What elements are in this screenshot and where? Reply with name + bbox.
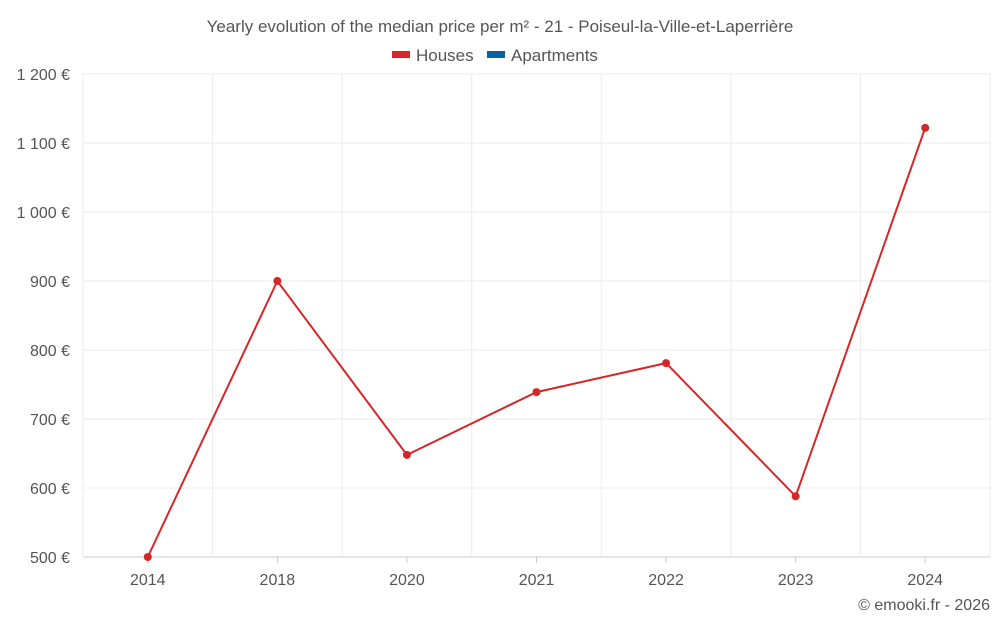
data-point [662, 359, 671, 368]
grid [82, 73, 991, 558]
legend: Houses Apartments [392, 46, 598, 65]
y-tick-label: 1 000 € [17, 205, 70, 222]
legend-swatch-apartments [487, 51, 505, 58]
legend-swatch-houses [392, 51, 410, 58]
x-tick-label: 2014 [130, 572, 166, 589]
y-tick-label: 800 € [30, 343, 70, 360]
data-point [791, 492, 800, 501]
y-tick-label: 500 € [30, 550, 70, 567]
x-tick-label: 2021 [519, 572, 555, 589]
y-tick-label: 1 200 € [17, 67, 70, 84]
data-point [143, 553, 152, 561]
credit-text: © emooki.fr - 2026 [858, 597, 990, 614]
x-tick-label: 2018 [260, 572, 296, 589]
x-tick-label: 2024 [907, 572, 943, 589]
x-tick-label: 2022 [648, 572, 684, 589]
data-point [402, 450, 411, 459]
legend-label-apartments: Apartments [511, 46, 598, 65]
x-tick-label: 2020 [389, 572, 425, 589]
legend-label-houses: Houses [416, 46, 474, 65]
y-tick-label: 700 € [30, 412, 70, 429]
series-layer [143, 123, 930, 561]
data-point [921, 123, 930, 132]
y-axis: 500 € 600 € 700 € 800 € 900 € 1 000 € 1 100 € 1… [17, 67, 70, 567]
y-tick-label: 1 100 € [17, 136, 70, 153]
x-axis: 2014 2018 2020 2021 2022 2023 2024 [130, 557, 943, 589]
chart-title: Yearly evolution of the median price per… [207, 17, 794, 36]
data-point [273, 277, 282, 285]
data-point [532, 388, 541, 397]
y-tick-label: 600 € [30, 481, 70, 498]
series-line-houses [146, 127, 927, 558]
x-tick-label: 2023 [778, 572, 814, 589]
y-tick-label: 900 € [30, 274, 70, 291]
